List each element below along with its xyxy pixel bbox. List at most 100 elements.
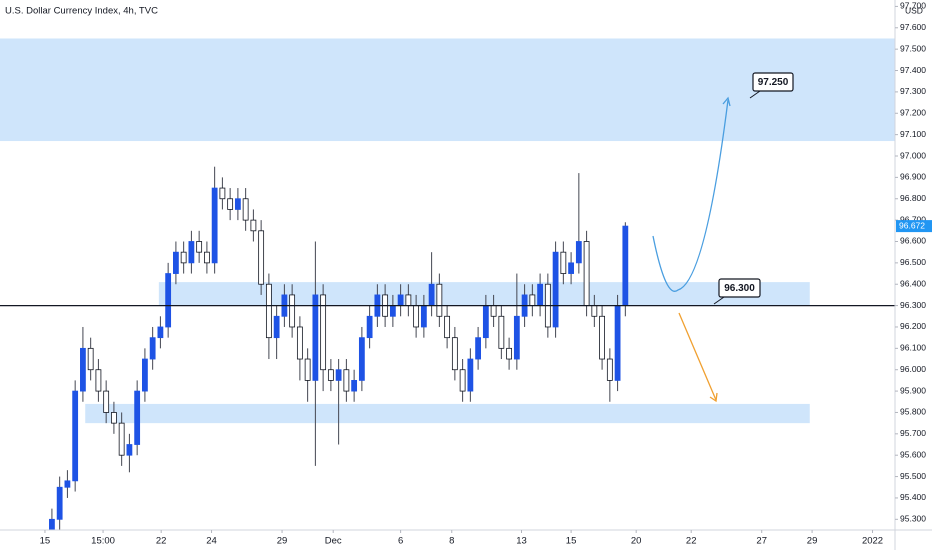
candle-body [591,305,598,317]
candle-body [428,283,435,307]
candle-body [420,305,427,328]
x-tick-label: Dec [325,536,342,547]
candle-body [351,380,358,392]
y-tick-label: 97.500 [900,43,926,53]
candle-body [258,230,265,285]
x-tick-label: 15 [566,536,577,547]
candle-body [72,390,79,482]
candle-body [250,219,257,232]
candle-body [157,326,164,339]
y-tick-label: 96.700 [900,214,926,224]
candle-body [444,315,451,339]
chart-title: U.S. Dollar Currency Index, 4h, TVC [5,6,158,17]
y-tick-label: 97.600 [900,22,926,32]
candle-body [196,241,203,253]
candle-body [188,241,195,264]
candle-body [529,294,536,307]
candle-body [451,337,458,371]
candle-body [335,369,342,381]
candle-body [475,337,482,360]
annotation: 96.300 [724,283,755,294]
candle-body [413,305,420,328]
candle-body [622,225,629,307]
x-tick-label: 27 [756,536,767,547]
candle-body [211,187,218,264]
candle-body [87,347,94,371]
candle-body [606,358,613,381]
x-tick-label: 24 [206,536,217,547]
projection-up [652,99,729,292]
axes: 95.300 95.400 95.500 95.600 95.700 95.800 95.9… [40,1,932,547]
y-tick-label: 96.900 [900,172,926,182]
candle-body [599,315,605,360]
candle-body [203,251,210,264]
candle-body [273,315,280,339]
x-tick-label: 29 [277,536,288,547]
y-tick-label: 96.800 [900,193,926,203]
candle-body [304,358,311,381]
y-tick-label: 95.800 [900,407,926,417]
candle-body [614,305,621,381]
candle-body [49,518,55,531]
candle-body [583,241,590,307]
y-tick-label: 96.200 [900,321,926,331]
candle-body [568,262,574,274]
candle-body [134,390,141,445]
candle-body [358,337,365,381]
y-tick-label: 95.500 [900,471,926,481]
candle-body [265,283,272,339]
y-tick-label: 97.000 [900,150,926,160]
candle-body [289,294,296,328]
candle-body [165,273,172,328]
x-tick-label: 13 [516,536,527,547]
x-tick-label: 15 [40,536,51,547]
candle-body [397,294,404,307]
candle-body [343,369,350,392]
candle-body [537,283,543,307]
candle-body [389,305,396,317]
x-tick-label: 8 [449,536,454,547]
candle-body [118,422,125,456]
candle-body [111,412,117,424]
y-tick-label: 96.400 [900,278,926,288]
y-tick-label: 96.600 [900,236,926,246]
zone [158,282,810,306]
zone [0,38,895,142]
time-axis [0,530,932,550]
candle-body [227,198,234,210]
y-tick-label: 96.500 [900,257,926,267]
y-tick-label: 95.900 [900,385,926,395]
y-tick-label: 97.700 [900,1,926,11]
candle-body [320,294,327,371]
candle-body [560,251,567,274]
y-tick-label: 97.200 [900,108,926,118]
candle-body [436,283,443,317]
candle-body [56,486,63,520]
candle-body [459,369,466,392]
candle-body [234,198,241,210]
y-tick-label: 97.100 [900,129,926,139]
currency: USD [905,5,923,15]
annotation-box [718,278,761,298]
y-tick-label: 96.000 [900,364,926,374]
last-price-box [896,220,932,233]
candle-body [126,444,133,456]
candle-body [467,358,474,392]
annotation: 97.250 [758,77,789,88]
price-axis [895,0,932,550]
annotation-box [752,72,794,92]
callout-line [713,296,725,305]
y-tick-label: 95.700 [900,428,926,438]
candle-body [219,187,226,200]
x-tick-label: 22 [156,536,167,547]
candle-body [366,315,373,339]
candle-body [327,369,334,381]
y-tick-label: 95.400 [900,492,926,502]
callout-line [749,90,761,99]
arrow-head [709,392,718,403]
candle-body [80,347,86,392]
y-tick-label: 95.600 [900,449,926,459]
projection-down [678,312,717,401]
arrow-head [722,96,731,107]
